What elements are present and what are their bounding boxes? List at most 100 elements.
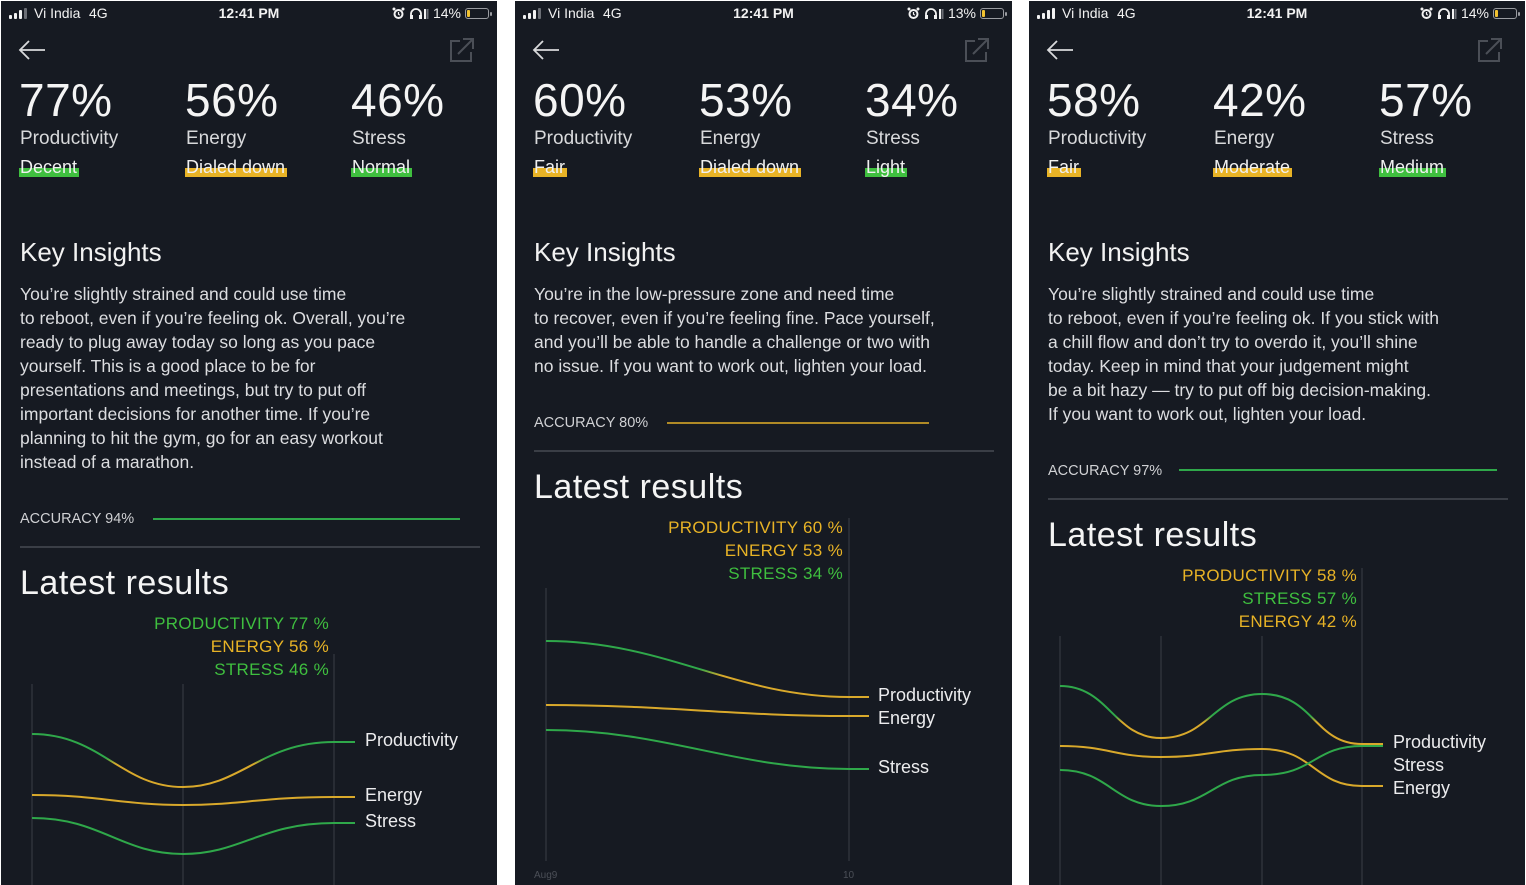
stress-line — [31, 817, 355, 856]
energy-label: Energy — [186, 128, 247, 149]
stress-value: 34% — [865, 74, 959, 126]
energy-label: Energy — [700, 128, 761, 149]
energy-value: 56% — [185, 74, 279, 126]
key-insights-heading: Key Insights — [534, 237, 676, 267]
productivity-status-badge: Decent — [19, 157, 80, 177]
stress-line — [1059, 745, 1383, 808]
network-type: 4G — [89, 5, 108, 21]
results-chart — [31, 654, 355, 885]
clock: 12:41 PM — [1246, 5, 1308, 21]
energy-label: Energy — [1214, 128, 1275, 149]
x-axis-label-end: 10 — [843, 870, 855, 881]
legend-energy: ENERGY 56 % — [210, 637, 329, 656]
alarm-icon — [907, 7, 920, 19]
carrier-name: Vi India — [34, 5, 81, 21]
share-external-icon[interactable] — [964, 37, 990, 63]
productivity-label: Productivity — [534, 128, 633, 149]
screen-3: Vi India 4G 12:41 PM 14% 58% 42% 57% Pro… — [1029, 1, 1525, 885]
series-label-energy: Energy — [365, 785, 423, 805]
accuracy-bar — [1179, 469, 1497, 471]
productivity-line — [545, 640, 869, 698]
key-insights-heading: Key Insights — [1048, 237, 1190, 267]
network-type: 4G — [1117, 5, 1136, 21]
energy-value: 42% — [1213, 74, 1307, 126]
energy-line — [31, 794, 355, 807]
signal-icon — [1037, 8, 1055, 19]
headphones-icon — [924, 7, 944, 19]
key-insights-heading: Key Insights — [20, 237, 162, 267]
carrier-name: Vi India — [548, 5, 595, 21]
series-label-stress: Stress — [878, 757, 930, 777]
battery-percent: 13% — [947, 5, 976, 21]
energy-value: 53% — [699, 74, 793, 126]
arrow-left-icon[interactable] — [531, 39, 561, 61]
legend-productivity: PRODUCTIVITY 60 % — [668, 518, 843, 537]
arrow-left-icon[interactable] — [17, 39, 47, 61]
battery-icon — [1493, 7, 1520, 19]
productivity-label: Productivity — [1048, 128, 1147, 149]
share-external-icon[interactable] — [449, 37, 475, 63]
productivity-value: 60% — [533, 74, 627, 126]
productivity-status-badge: Fair — [1047, 157, 1081, 177]
productivity-status-badge: Fair — [533, 157, 567, 177]
alarm-icon — [392, 7, 405, 19]
status-bar: Vi India 4G 12:41 PM 14% — [1029, 1, 1525, 27]
screen-1: Vi India 4G 12:41 PM 14% 77% 56% 46% Pro… — [1, 1, 497, 885]
headphones-icon — [409, 7, 429, 19]
stress-value: 57% — [1379, 74, 1473, 126]
productivity-value: 77% — [19, 74, 113, 126]
key-insights-text: You’re in the low-pressure zone and need… — [534, 284, 935, 376]
stress-status-badge: Medium — [1379, 157, 1447, 177]
signal-icon — [523, 8, 541, 19]
section-divider — [20, 546, 480, 548]
headphones-icon — [1437, 7, 1457, 19]
productivity-value: 58% — [1047, 74, 1141, 126]
status-bar: Vi India 4G 12:41 PM 13% — [515, 1, 1012, 27]
series-label-productivity: Productivity — [878, 685, 972, 705]
x-axis-label-start: Aug9 — [534, 870, 558, 881]
battery-icon — [465, 7, 492, 19]
accuracy-label: ACCURACY 94% — [20, 511, 135, 527]
key-insights-text: You’re slightly strained and could use t… — [20, 284, 406, 472]
stress-line — [545, 729, 869, 770]
stress-status-badge: Normal — [351, 157, 413, 177]
series-label-stress: Stress — [365, 811, 417, 831]
clock: 12:41 PM — [733, 5, 794, 21]
share-external-icon[interactable] — [1477, 37, 1503, 63]
accuracy-bar — [667, 422, 929, 424]
legend-stress: STRESS 34 % — [728, 564, 843, 583]
stress-label: Stress — [352, 128, 406, 149]
stress-label: Stress — [866, 128, 920, 149]
latest-results-heading: Latest results — [534, 468, 744, 506]
stress-label: Stress — [1380, 128, 1434, 149]
energy-line — [545, 704, 869, 717]
energy-status-badge: Dialed down — [185, 157, 288, 177]
energy-status-badge: Dialed down — [699, 157, 802, 177]
battery-percent: 14% — [432, 5, 461, 21]
arrow-left-icon[interactable] — [1045, 39, 1075, 61]
latest-results-heading: Latest results — [1048, 516, 1258, 554]
legend-energy: ENERGY 53 % — [724, 541, 843, 560]
series-label-stress: Stress — [1393, 755, 1445, 775]
screen-2: Vi India 4G 12:41 PM 13% 60% 53% 34% Pro… — [515, 1, 1012, 885]
accuracy-bar — [153, 518, 460, 520]
clock: 12:41 PM — [218, 5, 280, 21]
legend-productivity: PRODUCTIVITY 77 % — [154, 614, 329, 633]
productivity-label: Productivity — [20, 128, 119, 149]
energy-line — [1059, 745, 1383, 787]
productivity-line — [31, 733, 355, 789]
carrier-name: Vi India — [1062, 5, 1109, 21]
section-divider — [1048, 498, 1508, 500]
productivity-line — [1059, 685, 1383, 745]
signal-icon — [9, 8, 27, 19]
section-divider — [534, 450, 994, 452]
series-label-productivity: Productivity — [1393, 732, 1487, 752]
legend-stress: STRESS 57 % — [1242, 589, 1357, 608]
stress-status-badge: Light — [865, 157, 908, 177]
series-label-energy: Energy — [1393, 778, 1451, 798]
accuracy-label: ACCURACY 97% — [1048, 463, 1163, 479]
key-insights-text: You’re slightly strained and could use t… — [1048, 284, 1440, 424]
battery-icon — [980, 7, 1007, 19]
legend-stress: STRESS 46 % — [214, 660, 329, 679]
legend-productivity: PRODUCTIVITY 58 % — [1182, 566, 1357, 585]
